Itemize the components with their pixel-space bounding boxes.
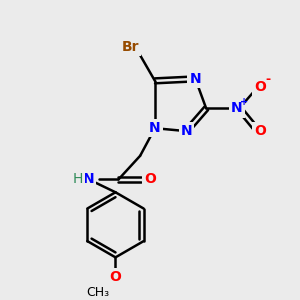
- Text: -: -: [266, 74, 271, 86]
- Text: N: N: [190, 72, 201, 86]
- Text: O: O: [144, 172, 156, 187]
- Text: H: H: [73, 172, 83, 187]
- Text: CH₃: CH₃: [86, 286, 109, 299]
- Text: N: N: [181, 124, 192, 138]
- Text: O: O: [254, 124, 266, 138]
- Text: Br: Br: [122, 40, 139, 54]
- Text: O: O: [110, 270, 122, 284]
- Text: N: N: [231, 101, 243, 116]
- Text: +: +: [240, 97, 248, 106]
- Text: N: N: [83, 172, 95, 187]
- Text: N: N: [149, 121, 161, 135]
- Text: O: O: [254, 80, 266, 94]
